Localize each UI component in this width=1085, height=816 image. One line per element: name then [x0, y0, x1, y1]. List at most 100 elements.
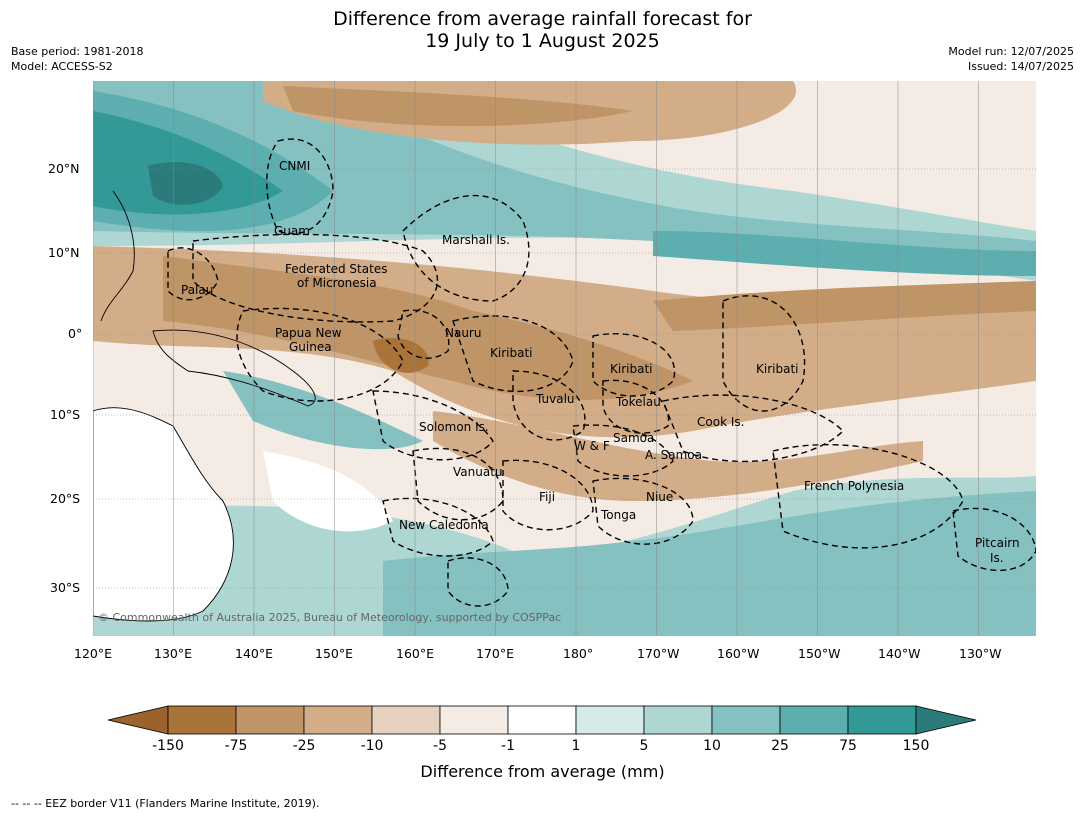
wet-coral-sea: [223, 371, 423, 450]
label-guam: Guam: [274, 224, 310, 238]
label-cnmi: CNMI: [279, 159, 310, 173]
eez-cook: [662, 394, 844, 463]
label-palau: Palau: [181, 283, 213, 297]
colorbar-tick-label: 25: [771, 738, 789, 750]
gridlines: [93, 81, 1036, 636]
label-png-2: Guinea: [289, 340, 332, 354]
eez-tuvalu: [512, 370, 586, 441]
colorbar-segment: [779, 705, 849, 735]
lon-label-130w: 130°W: [959, 646, 1002, 661]
label-pitcairn-1: Pitcairn: [975, 536, 1020, 550]
label-wf: W & F: [574, 439, 610, 453]
eez-palau: [167, 247, 219, 301]
lon-label-170e: 170°E: [476, 646, 515, 661]
colorbar-tick-label: -25: [293, 738, 316, 750]
place-labels: CNMI Guam Marshall Is. Federated States …: [181, 159, 1020, 565]
lon-label-160e: 160°E: [396, 646, 435, 661]
eez-pitcairn: [952, 507, 1036, 572]
colorbar: -150 -75 -25 -10 -5 -1 1 5 10 25 75 150: [107, 705, 977, 750]
label-pitcairn-2: Is.: [990, 551, 1004, 565]
label-marshall: Marshall Is.: [442, 233, 510, 247]
colorbar-tick-label: -5: [433, 738, 447, 750]
dry-band-equator-core: [163, 256, 693, 400]
dry-north-top-core: [283, 86, 633, 126]
eez-tokelau: [602, 379, 670, 434]
colorbar-extend-high: [915, 705, 977, 735]
label-kiribati-line: Kiribati: [756, 362, 798, 376]
lon-label-130e: 130°E: [154, 646, 193, 661]
label-american-samoa: A. Samoa: [645, 448, 702, 462]
colorbar-segment: [643, 705, 713, 735]
eez-kiribati-gilbert: [452, 315, 574, 393]
lat-label-10s: 10°S: [50, 407, 81, 422]
label-tuvalu: Tuvalu: [535, 392, 575, 406]
label-fiji: Fiji: [539, 490, 555, 504]
label-new-caledonia: New Caledonia: [399, 518, 489, 532]
label-solomon: Solomon Is.: [419, 420, 489, 434]
eez-cnmi: [266, 138, 334, 235]
wet-cnmi-core: [93, 111, 283, 215]
colorbar-tick-label: 5: [640, 738, 649, 750]
title-line-2: 19 July to 1 August 2025: [425, 30, 660, 52]
label-tonga: Tonga: [600, 508, 636, 522]
eez-nauru: [397, 309, 450, 359]
lon-label-140e: 140°E: [235, 646, 274, 661]
eez-solomon: [372, 390, 494, 461]
colorbar-segment: [847, 705, 917, 735]
colorbar-segment: [167, 705, 237, 735]
eez-marshall: [402, 194, 530, 302]
label-png-1: Papua New: [275, 326, 342, 340]
label-niue: Niue: [646, 490, 673, 504]
label-kiribati-phoenix: Kiribati: [610, 362, 652, 376]
wet-cnmi-max: [148, 162, 223, 205]
eez-fiji: [502, 459, 594, 531]
base-period: Base period: 1981-2018: [11, 45, 144, 58]
colorbar-segment: [371, 705, 441, 735]
wet-east-pacific: [653, 231, 1036, 276]
lat-label-20s: 20°S: [50, 491, 81, 506]
philippines-outline: [100, 190, 135, 322]
colorbar-tick-label: -75: [225, 738, 248, 750]
colorbar-tick-label: -150: [152, 738, 184, 750]
label-kiribati-gilbert: Kiribati: [490, 346, 532, 360]
dry-spcz: [433, 411, 923, 501]
lat-label-20n: 20°N: [48, 161, 80, 176]
eez-kiribati-phoenix: [592, 333, 676, 397]
colorbar-segment: [575, 705, 645, 735]
lat-label-30s: 30°S: [50, 580, 81, 595]
copyright-text: © Commonwealth of Australia 2025, Bureau…: [98, 611, 561, 624]
eez-borders: [167, 138, 1036, 607]
model-run: Model run: 12/07/2025: [948, 45, 1074, 58]
colorbar-tick-label: 1: [572, 738, 581, 750]
lon-label-150e: 150°E: [315, 646, 354, 661]
lon-label-150w: 150°W: [798, 646, 841, 661]
colorbar-tick-label: 75: [839, 738, 857, 750]
colorbar-tick-label: 150: [903, 738, 930, 750]
colorbar-segment: [507, 705, 577, 735]
label-nauru: Nauru: [445, 326, 481, 340]
lon-label-180: 180°: [563, 646, 594, 661]
label-french-polynesia: French Polynesia: [804, 479, 904, 493]
new-guinea-outline: [152, 329, 316, 407]
lon-label-160w: 160°W: [717, 646, 760, 661]
colorbar-label: Difference from average (mm): [420, 762, 665, 781]
australia-outline: [93, 407, 234, 622]
label-vanuatu: Vanuatu: [453, 465, 503, 479]
lon-label-170w: 170°W: [637, 646, 680, 661]
label-tokelau: Tokelau: [615, 395, 661, 409]
eez-fsm: [192, 233, 439, 323]
eez-footnote: -- -- -- EEZ border V11 (Flanders Marine…: [11, 797, 320, 810]
colorbar-segment: [303, 705, 373, 735]
dry-max-png: [373, 337, 429, 373]
eez-new-caledonia: [382, 497, 494, 557]
eez-wf-samoa: [572, 424, 674, 477]
colorbar-tick-label: 10: [703, 738, 721, 750]
label-cook: Cook Is.: [697, 415, 744, 429]
rainfall-map: CNMI Guam Marshall Is. Federated States …: [93, 81, 1036, 636]
eez-tonga-niue: [592, 477, 694, 545]
meta-right: Model run: 12/07/2025 Issued: 14/07/2025: [948, 44, 1074, 74]
eez-kiribati-line: [722, 295, 806, 412]
dry-tasman: [263, 451, 393, 532]
dry-east-band: [653, 281, 1036, 331]
label-samoa: Samoa: [613, 431, 654, 445]
